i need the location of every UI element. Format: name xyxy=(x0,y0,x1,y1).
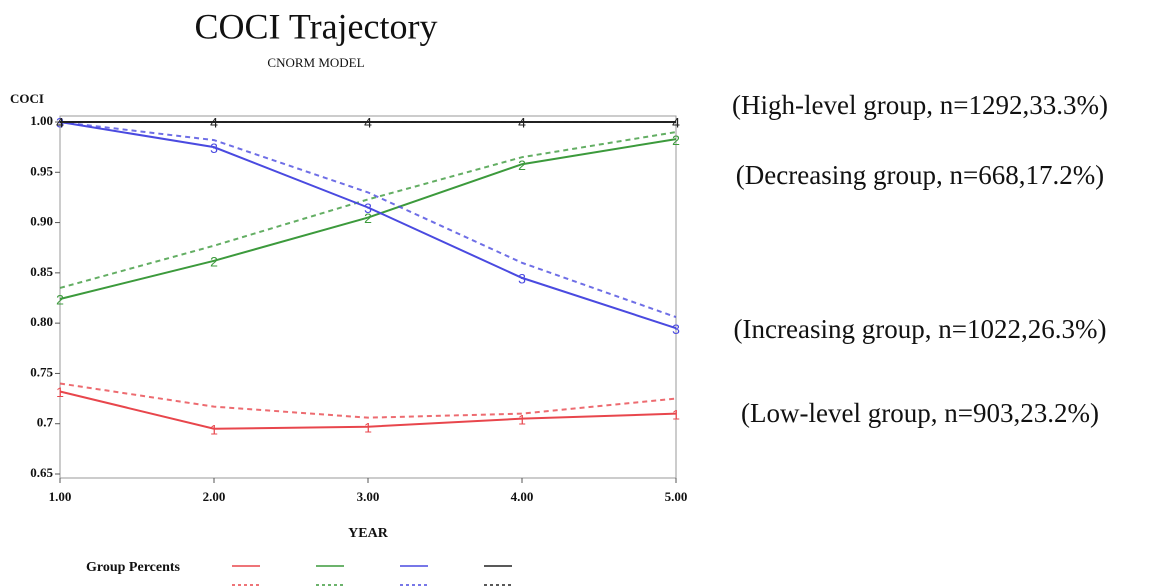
y-tick-label: 0.85 xyxy=(30,264,53,279)
point-marker: 3 xyxy=(518,271,526,287)
observed-line xyxy=(59,390,677,430)
point-marker: 2 xyxy=(672,132,680,148)
point-marker: 1 xyxy=(672,406,680,422)
x-tick-label: 3.00 xyxy=(357,489,380,504)
y-tick-label: 0.90 xyxy=(30,214,53,229)
chart-title: COCI Trajectory xyxy=(195,6,438,46)
group-annotation: (Increasing group, n=1022,26.3%) xyxy=(734,314,1107,344)
point-marker: 1 xyxy=(518,411,526,427)
x-tick-label: 4.00 xyxy=(511,489,534,504)
point-marker: 4 xyxy=(672,115,680,131)
point-marker: 1 xyxy=(210,421,218,437)
observed-line xyxy=(59,138,677,300)
y-tick-label: 0.95 xyxy=(30,163,53,178)
point-marker: 1 xyxy=(56,384,64,400)
chart-subtitle: CNORM MODEL xyxy=(267,55,364,70)
y-axis-label: COCI xyxy=(10,91,44,106)
point-marker: 2 xyxy=(518,157,526,173)
point-marker: 2 xyxy=(56,292,64,308)
point-marker: 3 xyxy=(364,200,372,216)
point-marker: 3 xyxy=(210,140,218,156)
group-annotation: (Decreasing group, n=668,17.2%) xyxy=(736,160,1104,190)
predicted-line xyxy=(59,121,677,319)
group-annotation: (High-level group, n=1292,33.3%) xyxy=(732,90,1108,120)
x-axis-label: YEAR xyxy=(348,526,389,541)
x-tick-label: 5.00 xyxy=(665,489,688,504)
point-marker: 2 xyxy=(364,210,372,226)
y-tick-label: 0.80 xyxy=(30,314,53,329)
x-tick-label: 2.00 xyxy=(203,489,226,504)
predicted-line xyxy=(59,131,677,289)
x-tick-label: 1.00 xyxy=(49,489,72,504)
y-tick-label: 0.65 xyxy=(30,465,53,480)
observed-line xyxy=(59,121,677,330)
legend-title: Group Percents xyxy=(86,560,181,575)
predicted-line xyxy=(59,382,677,419)
y-tick-label: 1.00 xyxy=(30,113,53,128)
point-marker: 3 xyxy=(672,321,680,337)
group-annotation: (Low-level group, n=903,23.2%) xyxy=(741,398,1099,428)
point-marker: 1 xyxy=(364,419,372,435)
y-tick-label: 0.7 xyxy=(37,415,54,430)
point-marker: 2 xyxy=(210,253,218,269)
y-tick-label: 0.75 xyxy=(30,364,53,379)
